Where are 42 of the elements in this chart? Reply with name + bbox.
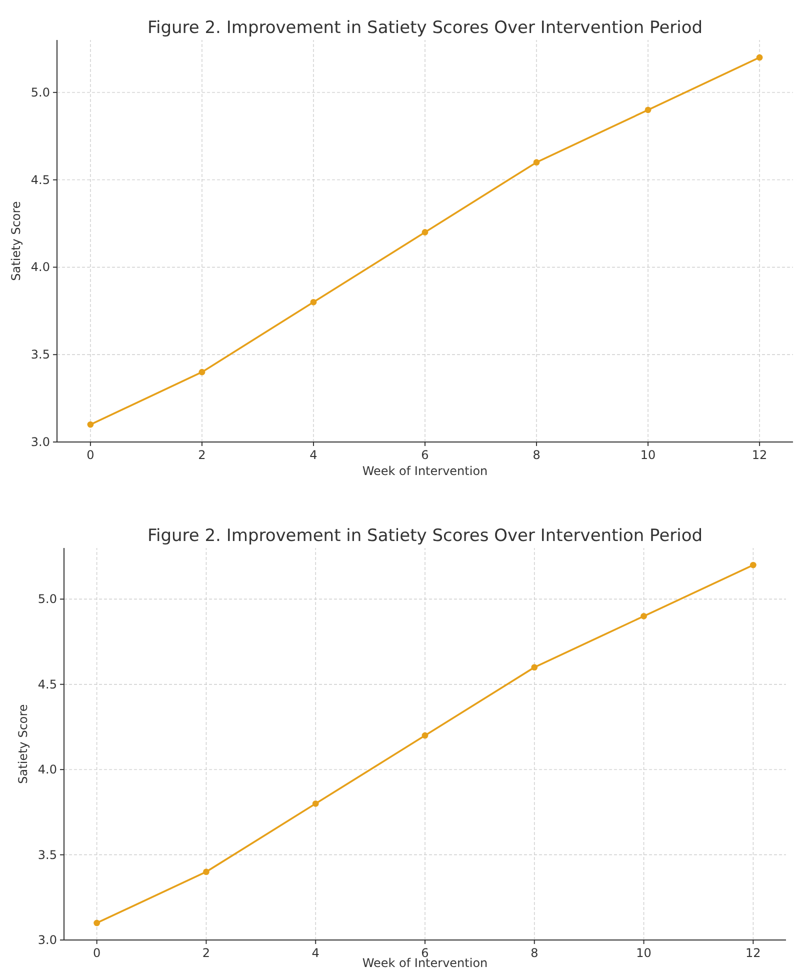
y-tick-label: 4.5 xyxy=(30,172,50,187)
y-tick-label: 4.0 xyxy=(30,260,50,274)
y-axis-title: Satiety Score xyxy=(16,704,30,784)
point xyxy=(750,562,756,568)
x-tick-label: 6 xyxy=(421,448,429,462)
y-tick-label: 3.0 xyxy=(30,435,50,449)
x-tick-label: 4 xyxy=(312,946,320,960)
point xyxy=(312,800,319,807)
y-tick-label: 4.5 xyxy=(38,677,57,692)
y-tick-label: 5.0 xyxy=(30,85,50,100)
y-axis-title: Satiety Score xyxy=(9,201,23,281)
chart-title: Figure 2. Improvement in Satiety Scores Over Intervention Period xyxy=(147,526,703,546)
x-tick-label: 10 xyxy=(640,448,656,462)
point xyxy=(531,664,538,671)
point xyxy=(644,106,652,114)
point xyxy=(198,368,206,376)
point xyxy=(203,868,210,876)
point xyxy=(756,54,763,61)
y-tick-label: 3.0 xyxy=(38,933,57,947)
point xyxy=(94,920,100,926)
y-tick-label: 3.5 xyxy=(30,348,50,362)
chart-title: Figure 2. Improvement in Satiety Scores Over Intervention Period xyxy=(147,18,703,38)
y-tick-label: 3.5 xyxy=(38,848,57,862)
point xyxy=(310,298,317,306)
x-tick-label: 2 xyxy=(198,448,206,462)
point xyxy=(640,612,647,620)
x-tick-label: 4 xyxy=(310,448,318,462)
x-tick-label: 8 xyxy=(532,448,540,462)
point xyxy=(87,421,94,428)
x-tick-label: 8 xyxy=(530,946,538,960)
y-tick-label: 4.0 xyxy=(38,762,57,777)
point xyxy=(533,159,540,166)
point xyxy=(422,229,428,236)
x-tick-label: 2 xyxy=(202,946,210,960)
x-tick-label: 12 xyxy=(752,448,768,462)
x-tick-label: 12 xyxy=(746,946,761,960)
y-tick-label: 5.0 xyxy=(38,592,57,606)
x-tick-label: 10 xyxy=(636,946,652,960)
x-axis-title: Week of Intervention xyxy=(362,464,488,478)
x-tick-label: 0 xyxy=(86,448,94,462)
x-tick-label: 0 xyxy=(93,946,101,960)
point xyxy=(422,732,428,739)
